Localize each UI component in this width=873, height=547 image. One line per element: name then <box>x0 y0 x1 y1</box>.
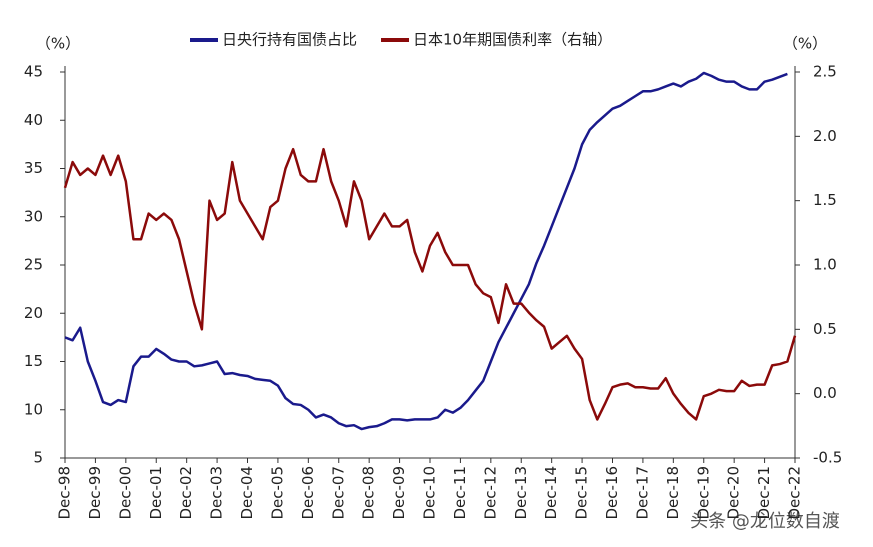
legend-label: 日央行持有国债占比 <box>222 31 357 49</box>
y2-tick-label: 1.5 <box>813 191 837 209</box>
x-tick-label: Dec-00 <box>116 466 134 520</box>
x-tick-label: Dec-03 <box>208 466 226 520</box>
y2-tick-label: 0.0 <box>813 384 837 402</box>
y2-tick-label: 0.5 <box>813 320 837 338</box>
y-tick-label: 35 <box>24 159 43 177</box>
x-tick-label: Dec-98 <box>56 466 74 520</box>
y-tick-label: 15 <box>24 352 43 370</box>
series-line <box>63 147 797 421</box>
x-tick-label: Dec-09 <box>390 466 408 520</box>
y2-tick-label: 2.5 <box>813 63 837 81</box>
x-tick-label: Dec-21 <box>755 466 773 520</box>
x-tick-label: Dec-08 <box>360 466 378 520</box>
x-tick-label: Dec-17 <box>633 466 651 520</box>
right-unit: （%） <box>783 35 827 53</box>
x-tick-label: Dec-16 <box>603 466 621 520</box>
x-tick-label: Dec-20 <box>725 466 743 520</box>
x-tick-label: Dec-13 <box>512 466 530 520</box>
y-tick-label: 20 <box>24 304 43 322</box>
x-tick-label: Dec-22 <box>786 466 804 520</box>
legend-label: 日本10年期国债利率（右轴） <box>413 31 612 49</box>
watermark: 头条 @龙位数自渡 <box>690 511 840 532</box>
y2-tick-label: -0.5 <box>813 449 842 467</box>
x-tick-label: Dec-99 <box>86 466 104 520</box>
y2-tick-label: 2.0 <box>813 127 837 145</box>
x-tick-label: Dec-19 <box>694 466 712 520</box>
x-tick-label: Dec-06 <box>299 466 317 520</box>
x-tick-label: Dec-01 <box>147 466 165 520</box>
x-tick-label: Dec-15 <box>573 466 591 520</box>
x-tick-label: Dec-12 <box>481 466 499 520</box>
x-tick-label: Dec-10 <box>421 466 439 520</box>
x-tick-label: Dec-04 <box>238 466 256 520</box>
y2-tick-label: 1.0 <box>813 256 837 274</box>
x-tick-label: Dec-05 <box>268 466 286 520</box>
y-tick-label: 10 <box>24 400 43 418</box>
y-tick-label: 40 <box>24 111 43 129</box>
x-tick-label: Dec-07 <box>329 466 347 520</box>
x-tick-label: Dec-14 <box>542 466 560 520</box>
series-line <box>64 71 788 431</box>
y-tick-label: 25 <box>24 256 43 274</box>
y-tick-label: 5 <box>33 449 43 467</box>
x-tick-label: Dec-11 <box>451 466 469 520</box>
left-unit: （%） <box>36 35 80 53</box>
x-tick-label: Dec-18 <box>664 466 682 520</box>
y-tick-label: 45 <box>24 63 43 81</box>
x-tick-label: Dec-02 <box>177 466 195 520</box>
y-tick-label: 30 <box>24 207 43 225</box>
